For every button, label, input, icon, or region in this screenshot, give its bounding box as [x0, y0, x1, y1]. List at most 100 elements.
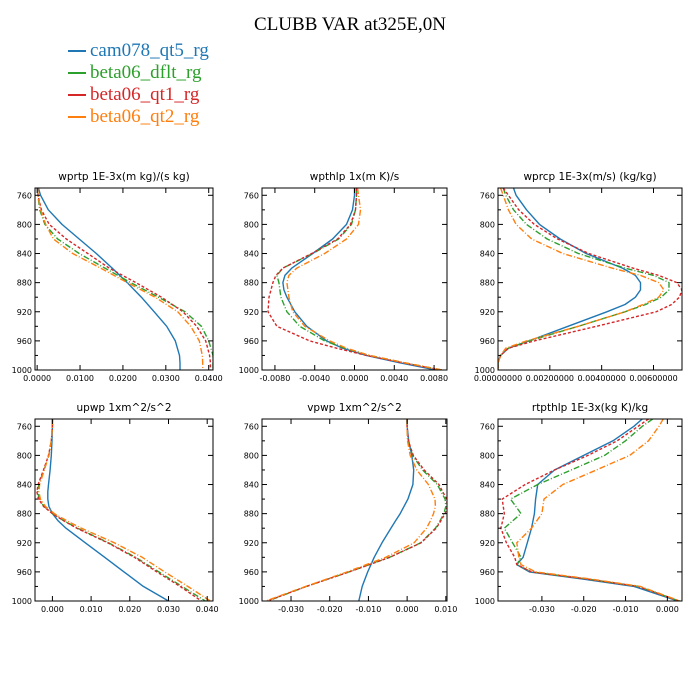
- x-tick-label: 0.0000: [23, 374, 51, 383]
- legend-item: cam078_qt5_rg: [68, 40, 209, 62]
- series-line: [498, 188, 670, 370]
- series-group: [267, 188, 443, 370]
- x-tick-label: 0.040: [196, 605, 219, 614]
- y-tick-label: 1000: [12, 597, 32, 606]
- chart-panel: rtpthlp 1E-3x(kg K)/kg 760 800 840 880 920 960…: [475, 402, 683, 614]
- x-tick-label: 0.0400: [195, 374, 223, 383]
- series-group: [265, 419, 447, 601]
- y-tick-label: 960: [480, 337, 495, 346]
- series-line: [36, 188, 213, 370]
- y-tick-label: 880: [480, 510, 495, 519]
- y-tick-label: 1000: [475, 366, 495, 375]
- legend-label: cam078_qt5_rg: [90, 40, 209, 61]
- y-tick-label: 800: [480, 220, 495, 229]
- plot-frame: [497, 187, 683, 371]
- x-tick-label: 0.0100: [66, 374, 94, 383]
- y-tick-label: 800: [17, 220, 32, 229]
- x-tick-label: 0.00200000: [526, 374, 574, 383]
- x-tick-label: 0.0080: [420, 374, 448, 383]
- series-group: [36, 188, 213, 370]
- chart-panel: wpthlp 1x(m K)/s7608008408809209601000-0…: [239, 171, 448, 383]
- y-tick-label: 920: [244, 539, 259, 548]
- x-tick-label: -0.010: [356, 605, 382, 614]
- series-line: [266, 419, 447, 601]
- x-tick-label: 0.020: [118, 605, 141, 614]
- y-tick-label: 960: [244, 337, 259, 346]
- y-tick-label: 760: [17, 422, 32, 431]
- series-line: [498, 188, 665, 370]
- y-tick-label: 840: [244, 481, 259, 490]
- series-line: [37, 188, 181, 370]
- chart-title: wpthlp 1x(m K)/s: [310, 171, 400, 183]
- series-line: [500, 419, 680, 601]
- series-line: [267, 419, 447, 601]
- y-tick-label: 920: [480, 308, 495, 317]
- y-tick-label: 960: [17, 568, 32, 577]
- series-line: [36, 419, 202, 601]
- y-tick-label: 800: [480, 451, 495, 460]
- series-line: [286, 188, 443, 370]
- chart-panel: upwp 1xm^2/s^2 760 800 840 880 920 960 1000 0.00…: [12, 402, 219, 614]
- legend: cam078_qt5_rg beta06_dflt_rg beta06_qt1_…: [68, 40, 209, 128]
- plot-frame: [34, 187, 214, 371]
- x-tick-label: -0.030: [278, 605, 304, 614]
- x-tick-label: 0.000: [41, 605, 64, 614]
- x-tick-label: -0.020: [571, 605, 597, 614]
- x-tick-label: 0.010: [434, 605, 457, 614]
- y-tick-label: 760: [244, 191, 259, 200]
- y-tick-label: 1000: [475, 597, 495, 606]
- y-tick-label: 760: [17, 191, 32, 200]
- plot-frame: [261, 418, 448, 602]
- series-line: [36, 188, 204, 370]
- x-tick-label: 0.0040: [380, 374, 408, 383]
- x-tick-label: -0.0080: [259, 374, 290, 383]
- x-tick-label: -0.0040: [299, 374, 330, 383]
- series-line: [516, 419, 681, 601]
- y-tick-label: 840: [480, 250, 495, 259]
- series-line: [276, 188, 443, 370]
- chart-title: wprtp 1E-3x(m kg)/(s kg): [58, 171, 189, 183]
- series-line: [265, 419, 437, 601]
- x-tick-label: 0.0300: [152, 374, 180, 383]
- series-line: [267, 188, 442, 370]
- y-tick-label: 1000: [12, 366, 32, 375]
- legend-swatch: [68, 116, 86, 118]
- legend-swatch: [68, 94, 86, 96]
- chart-title: rtpthlp 1E-3x(kg K)/kg: [532, 402, 648, 414]
- x-tick-label: 0.00000000: [474, 374, 522, 383]
- y-tick-label: 840: [17, 250, 32, 259]
- x-tick-label: 0.030: [157, 605, 180, 614]
- series-group: [498, 188, 682, 370]
- x-tick-label: -0.010: [613, 605, 639, 614]
- x-tick-label: 0.0000: [341, 374, 369, 383]
- chart-title: wprcp 1E-3x(m/s) (kg/kg): [523, 171, 656, 183]
- series-line: [503, 419, 680, 601]
- chart-panel: vpwp 1xm^2/s^2 760 800 840 880 920 960 1000 -0.0…: [239, 402, 458, 614]
- y-tick-label: 880: [480, 279, 495, 288]
- legend-item: beta06_qt1_rg: [68, 84, 209, 106]
- y-tick-label: 760: [244, 422, 259, 431]
- y-tick-label: 1000: [239, 597, 259, 606]
- x-tick-label: 0.000: [656, 605, 679, 614]
- y-tick-label: 760: [480, 191, 495, 200]
- plot-frame: [34, 418, 214, 602]
- legend-item: beta06_qt2_rg: [68, 106, 209, 128]
- series-line: [358, 419, 415, 601]
- series-line: [47, 419, 169, 601]
- y-tick-label: 920: [480, 539, 495, 548]
- chart-panel: wprtp 1E-3x(m kg)/(s kg) 760 800 840 880 920 9…: [12, 171, 223, 383]
- legend-label: beta06_qt2_rg: [90, 106, 200, 127]
- figure-title: CLUBB VAR at325E,0N: [254, 14, 446, 35]
- legend-item: beta06_dflt_rg: [68, 62, 209, 84]
- legend-label: beta06_dflt_rg: [90, 62, 202, 83]
- y-tick-label: 800: [244, 451, 259, 460]
- y-tick-label: 840: [17, 481, 32, 490]
- chart-title: vpwp 1xm^2/s^2: [307, 402, 402, 414]
- y-tick-label: 920: [244, 308, 259, 317]
- y-tick-label: 880: [17, 510, 32, 519]
- series-line: [38, 419, 211, 601]
- y-tick-label: 880: [17, 279, 32, 288]
- y-tick-label: 920: [17, 539, 32, 548]
- y-tick-label: 920: [17, 308, 32, 317]
